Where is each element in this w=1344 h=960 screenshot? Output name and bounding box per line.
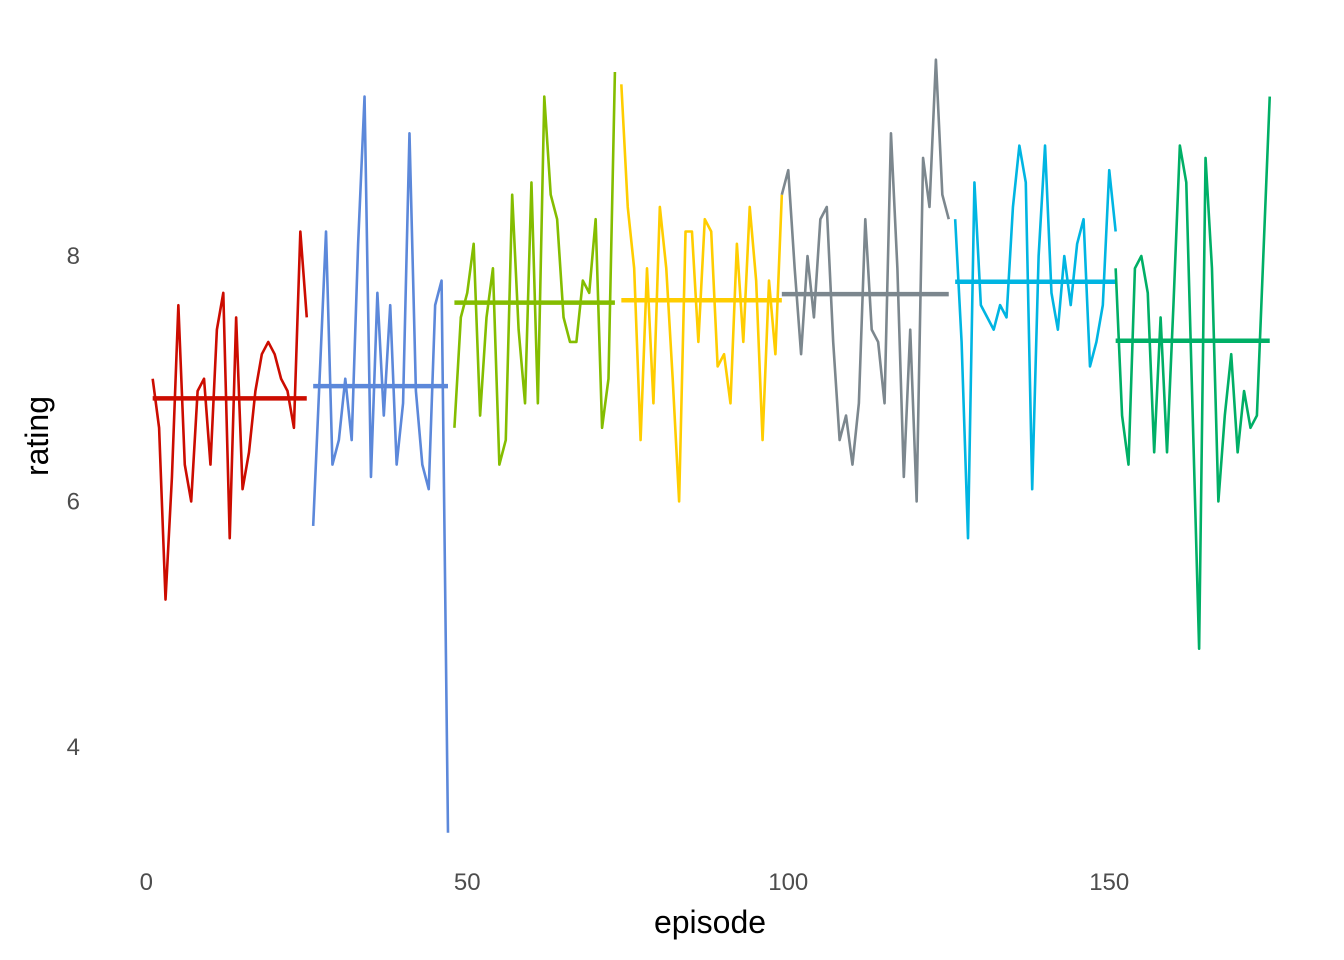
rating-line-5 — [780, 58, 951, 503]
y-axis-title: rating — [19, 396, 55, 476]
x-tick-label: 100 — [768, 869, 808, 896]
x-tick-label: 150 — [1089, 869, 1129, 896]
rating-line-1 — [151, 230, 309, 601]
x-tick-label: 50 — [454, 869, 481, 896]
y-axis-ticks: 4 6 8 — [67, 243, 80, 761]
rating-line-3 — [453, 71, 617, 466]
x-tick-label: 0 — [140, 869, 153, 896]
x-axis-title: episode — [654, 904, 766, 940]
y-tick-label: 6 — [67, 488, 80, 515]
plot-area — [151, 58, 1272, 833]
y-tick-label: 4 — [67, 734, 80, 761]
rating-line-4 — [620, 84, 784, 503]
y-tick-label: 8 — [67, 243, 80, 270]
rating-line-6 — [953, 144, 1117, 540]
rating-line-7 — [1114, 96, 1272, 650]
x-axis-ticks: 0 50 100 150 — [140, 869, 1130, 896]
rating-line-2 — [311, 95, 450, 833]
